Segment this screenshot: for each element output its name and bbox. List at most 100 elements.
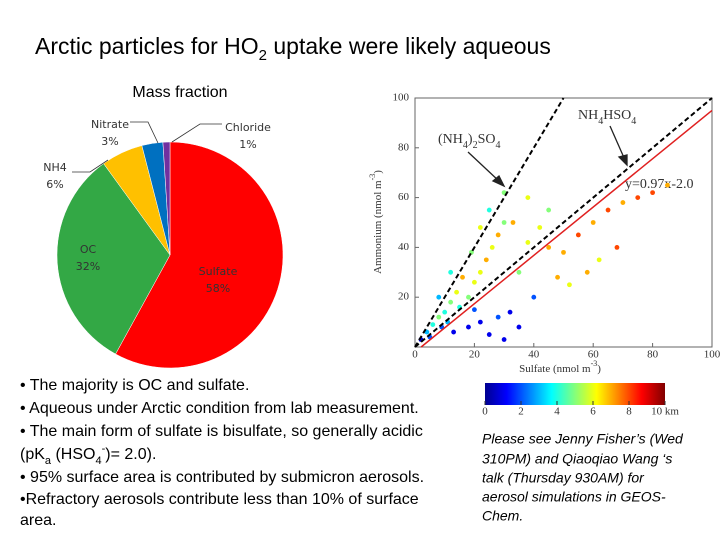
y-tick-label: 60 — [398, 191, 410, 203]
note-line: Please see Jenny Fisher’s (Wed — [482, 431, 684, 447]
point — [489, 245, 495, 250]
text-sub: a — [45, 455, 52, 467]
point — [561, 249, 566, 255]
bullet: • The majority is OC and sulfate. — [20, 377, 249, 394]
point — [501, 220, 507, 225]
point — [635, 195, 641, 201]
slide-title: Arctic particles for HO2 uptake were lik… — [35, 33, 551, 64]
reference-line — [414, 97, 565, 348]
point — [516, 324, 522, 330]
text-part: )= 2.0). — [105, 446, 156, 463]
ref-line-label: (NH4)2SO4 — [438, 132, 500, 151]
label-sup: -3 — [368, 174, 377, 181]
y-tick-label: 80 — [398, 141, 410, 153]
pie-slice — [162, 141, 171, 256]
point — [448, 269, 454, 275]
text-part: (pK — [20, 446, 45, 463]
point — [567, 282, 572, 288]
label-sub: 2 — [473, 140, 478, 151]
slice-label: Sulfate — [199, 265, 238, 278]
point — [525, 195, 531, 201]
point — [590, 220, 596, 225]
slice-label: NH4 — [43, 161, 67, 174]
label-part: SO — [478, 132, 496, 147]
point — [650, 190, 655, 196]
point — [451, 329, 457, 335]
colorbar-tick-label: 8 — [626, 406, 632, 418]
bullet: • The main form of sulfate is bisulfate,… — [20, 423, 423, 440]
slice-label: OC — [80, 243, 97, 256]
point — [575, 232, 581, 238]
leader-line — [130, 121, 159, 144]
point — [486, 207, 492, 213]
label-part: ) — [372, 170, 384, 174]
note-line: talk (Thursday 930AM) for — [482, 470, 645, 486]
arrow — [609, 125, 626, 161]
label-sub: 4 — [598, 116, 603, 127]
point — [466, 324, 471, 330]
colorbar-tick-label: 6 — [590, 406, 596, 418]
label-part: Ammonium (nmol m — [372, 180, 384, 274]
title-part: uptake were likely aqueous — [267, 33, 551, 59]
arrows — [467, 125, 628, 188]
point — [620, 200, 626, 205]
slice-value-label: 1% — [239, 138, 256, 151]
point — [442, 309, 448, 315]
y-tick-label: 40 — [398, 241, 410, 253]
label-part: NH — [578, 108, 598, 123]
leader-line — [72, 159, 109, 173]
point — [605, 207, 611, 213]
fit-line — [420, 109, 713, 348]
label-part: (NH — [438, 132, 463, 147]
label-part: ) — [468, 132, 473, 147]
note-line: 310PM) and Qiaoqiao Wang ‘s — [482, 451, 672, 467]
point — [448, 299, 454, 305]
slice-value-label: 58% — [206, 282, 230, 295]
point — [510, 220, 516, 225]
pie-chart: Sulfate 58% OC 32% NH4 6% Nitrate 3% Chloride 1% — [43, 118, 284, 369]
colorbar-tick-label: 0 — [482, 406, 488, 418]
text-sup: - — [102, 443, 106, 455]
point — [516, 269, 522, 275]
point — [466, 294, 471, 300]
point — [507, 309, 513, 315]
arrow-head — [491, 174, 506, 188]
label-sub: 4 — [631, 116, 636, 127]
bullet: • Aqueous under Arctic condition from la… — [20, 400, 419, 417]
label-part: Sulfate (nmol m — [519, 363, 591, 375]
point — [531, 294, 537, 300]
bullet: •Refractory aerosols contribute less tha… — [20, 491, 419, 508]
label-part: HSO — [603, 108, 631, 123]
point — [555, 274, 560, 280]
point — [472, 307, 477, 313]
ref-line-label: NH4HSO4 — [578, 108, 636, 127]
slice-value-label: 6% — [46, 178, 63, 191]
point — [454, 289, 459, 295]
scatter-chart: Ammonium (nmol m-3) Sulfate (nmol m-3) (… — [368, 92, 720, 418]
point — [665, 182, 670, 188]
colorbar-tick-label: 2 — [518, 406, 524, 418]
title-part: Arctic particles for HO — [35, 33, 259, 59]
leader-lines — [72, 121, 222, 173]
y-tick-label: 20 — [398, 291, 410, 303]
slice-label: Nitrate — [91, 118, 129, 131]
label-sup: -3 — [591, 359, 598, 368]
bullet-list: • The majority is OC and sulfate. • Aque… — [20, 377, 424, 529]
label-part: ) — [597, 363, 601, 375]
y-tick-label: 100 — [393, 92, 410, 104]
point — [436, 294, 442, 300]
note: Please see Jenny Fisher’s (Wed 310PM) an… — [482, 431, 684, 524]
colorbar — [485, 383, 665, 405]
fit-label: y=0.97x-2.0 — [625, 177, 694, 192]
bullet: • 95% surface area is contributed by sub… — [20, 469, 424, 486]
point — [460, 274, 465, 280]
arrow — [467, 151, 501, 183]
point — [537, 225, 543, 230]
point — [501, 337, 507, 342]
point — [525, 240, 531, 245]
label-sub: 4 — [463, 140, 468, 151]
point — [486, 332, 492, 337]
reference-line — [414, 97, 713, 348]
point — [477, 225, 483, 230]
